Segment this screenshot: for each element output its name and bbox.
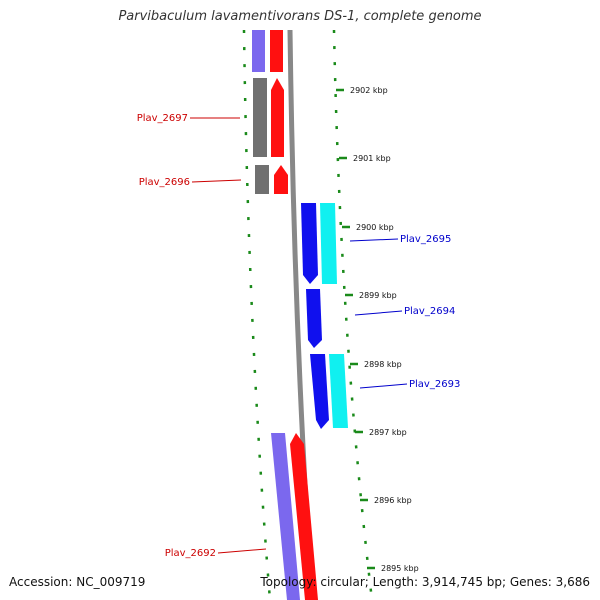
gene-plav-2693[interactable] — [310, 354, 348, 429]
gene-labels: Plav_2697 Plav_2696 Plav_2695 Plav_2694 Plav… — [137, 113, 461, 559]
scale-tick-label: 2895 kbp — [381, 564, 419, 573]
map-title: Parvibaculum lavamentivorans DS-1, compl… — [118, 9, 482, 24]
scale-tick-label: 2901 kbp — [353, 154, 391, 163]
feature-top-forward[interactable] — [252, 30, 283, 72]
gene-plav-2695[interactable] — [301, 203, 337, 284]
gene-plav-2697[interactable] — [253, 78, 284, 157]
gene-label-leader-line — [359, 383, 408, 389]
scale-tick-label: 2900 kbp — [356, 223, 394, 232]
gene-label-leader-line — [191, 179, 242, 183]
gene-label-leader-line — [349, 238, 399, 242]
gene-label[interactable]: Plav_2695 — [400, 234, 451, 245]
genome-summary-text: Topology: circular; Length: 3,914,745 bp… — [260, 575, 590, 589]
gene-label[interactable]: Plav_2697 — [137, 113, 188, 124]
scale-ticks: 2902 kbp 2901 kbp 2900 kbp 2899 kbp 2898 kbp… — [336, 86, 419, 573]
gene-plav-2694[interactable] — [306, 289, 322, 348]
scale-tick-label: 2897 kbp — [369, 428, 407, 437]
scale-tick-label: 2896 kbp — [374, 496, 412, 505]
gene-label-leader-line — [354, 310, 403, 316]
scale-tick-label: 2902 kbp — [350, 86, 388, 95]
scale-tick-label: 2898 kbp — [364, 360, 402, 369]
gene-label[interactable]: Plav_2692 — [165, 548, 216, 559]
inner-tick-track — [242, 29, 272, 600]
gene-label[interactable]: Plav_2693 — [409, 379, 460, 390]
gene-plav-2692[interactable] — [271, 433, 318, 600]
gene-label[interactable]: Plav_2694 — [404, 306, 455, 317]
gene-plav-2696[interactable] — [255, 165, 288, 194]
scale-tick-label: 2899 kbp — [359, 291, 397, 300]
accession-text: Accession: NC_009719 — [9, 575, 146, 589]
outer-tick-track — [332, 29, 374, 600]
gene-label-leader-line — [217, 548, 267, 554]
gene-label[interactable]: Plav_2696 — [139, 177, 190, 188]
